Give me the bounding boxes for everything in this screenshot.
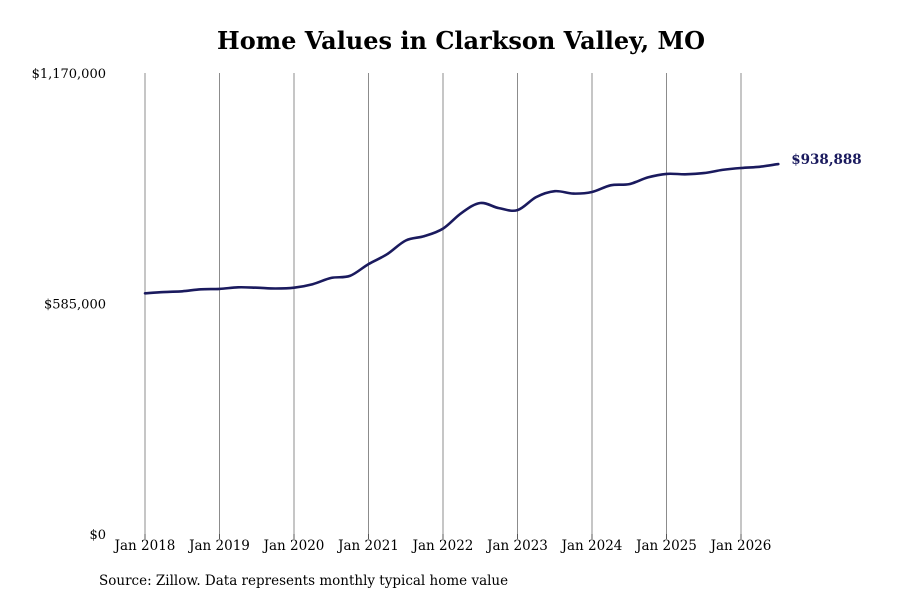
x-tick-label: Jan 2025 (634, 538, 697, 554)
source-note: Source: Zillow. Data represents monthly … (99, 573, 509, 589)
x-tick-label: Jan 2026 (709, 538, 772, 554)
x-tick-label: Jan 2023 (485, 538, 548, 554)
x-tick-label: Jan 2022 (411, 538, 474, 554)
x-tick-label: Jan 2019 (187, 538, 250, 554)
x-tick-label: Jan 2024 (560, 538, 623, 554)
chart-title: Home Values in Clarkson Valley, MO (217, 26, 705, 55)
x-tick-label: Jan 2020 (262, 538, 325, 554)
x-tick-label: Jan 2018 (113, 538, 176, 554)
latest-value-label: $938,888 (791, 152, 861, 168)
y-tick-label: $1,170,000 (32, 67, 106, 82)
y-axis-ticks: $0 $585,000 $1,170,000 (32, 67, 106, 543)
y-tick-label: $0 (89, 528, 106, 543)
y-tick-label: $585,000 (44, 298, 106, 313)
vertical-gridlines (144, 73, 742, 534)
x-axis-ticks: Jan 2018 Jan 2019 Jan 2020 Jan 2021 Jan 2022… (113, 534, 772, 554)
x-tick-label: Jan 2021 (336, 538, 399, 554)
home-value-line (143, 162, 780, 295)
